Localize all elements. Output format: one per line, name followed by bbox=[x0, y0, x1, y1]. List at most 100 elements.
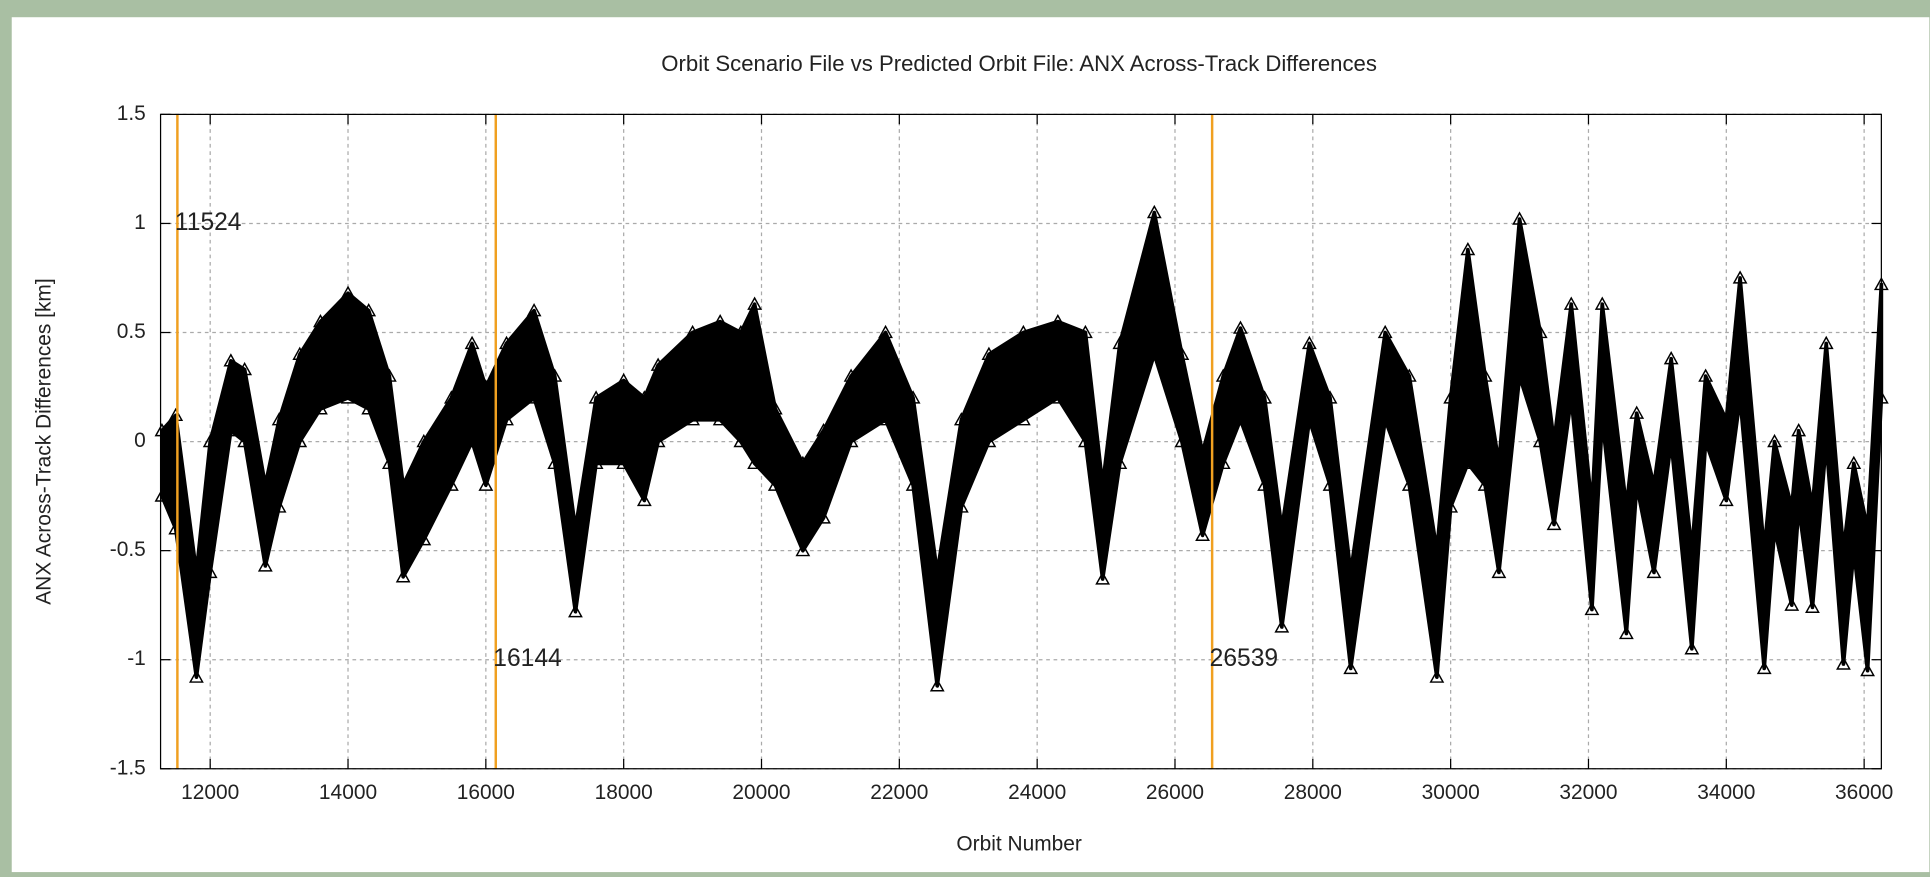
x-tick-label: 32000 bbox=[1559, 781, 1617, 804]
x-tick-label: 14000 bbox=[319, 781, 377, 804]
x-tick-label: 20000 bbox=[732, 781, 790, 804]
triangle-marker bbox=[1512, 211, 1527, 225]
triangle-marker bbox=[795, 455, 811, 470]
triangle-marker bbox=[154, 422, 170, 437]
triangle-marker bbox=[168, 407, 184, 422]
triangle-marker bbox=[1732, 390, 1748, 404]
triangle-marker bbox=[237, 361, 253, 376]
triangle-marker bbox=[616, 455, 632, 470]
triangle-marker bbox=[616, 372, 632, 387]
triangle-marker bbox=[1146, 346, 1162, 360]
triangle-marker bbox=[464, 335, 480, 350]
triangle-marker bbox=[767, 477, 783, 491]
triangle-marker bbox=[223, 422, 239, 437]
triangle-marker bbox=[878, 412, 893, 426]
triangle-marker bbox=[478, 379, 494, 393]
chart-title: Orbit Scenario File vs Predicted Orbit F… bbox=[661, 51, 1377, 76]
triangle-marker bbox=[843, 433, 859, 448]
triangle-marker bbox=[1174, 433, 1190, 448]
triangle-marker bbox=[1767, 521, 1782, 535]
x-tick-label: 28000 bbox=[1284, 781, 1342, 804]
triangle-marker bbox=[478, 477, 494, 491]
triangle-marker bbox=[464, 433, 480, 448]
triangle-marker bbox=[650, 433, 666, 448]
triangle-marker bbox=[381, 368, 397, 382]
triangle-marker bbox=[1663, 351, 1679, 365]
triangle-marker bbox=[747, 296, 763, 310]
triangle-marker bbox=[905, 477, 921, 491]
triangle-marker bbox=[636, 492, 652, 507]
triangle-marker bbox=[1532, 433, 1548, 448]
triangle-marker bbox=[168, 521, 184, 535]
triangle-marker bbox=[292, 433, 308, 448]
triangle-marker bbox=[1791, 499, 1807, 513]
triangle-marker bbox=[1584, 499, 1600, 513]
triangle-marker bbox=[929, 678, 945, 692]
triangle-marker bbox=[816, 510, 831, 524]
triangle-marker bbox=[526, 390, 542, 404]
triangle-marker bbox=[154, 488, 170, 502]
triangle-marker bbox=[650, 357, 666, 371]
triangle-marker bbox=[1805, 599, 1820, 614]
triangle-marker bbox=[361, 303, 377, 317]
triangle-marker bbox=[929, 564, 945, 579]
triangle-marker bbox=[1274, 619, 1290, 633]
x-axis-label: Orbit Number bbox=[956, 833, 1082, 856]
triangle-marker bbox=[1274, 521, 1290, 535]
triangle-marker bbox=[685, 324, 700, 339]
triangle-marker bbox=[712, 313, 728, 328]
triangle-marker bbox=[1301, 335, 1317, 350]
triangle-marker bbox=[568, 521, 583, 535]
y-tick-label: -1.5 bbox=[110, 756, 146, 779]
triangle-marker bbox=[1443, 390, 1459, 404]
marker-label: 11524 bbox=[175, 209, 242, 236]
triangle-marker bbox=[1563, 390, 1579, 404]
triangle-marker bbox=[340, 285, 356, 299]
triangle-marker bbox=[588, 390, 604, 404]
triangle-marker bbox=[223, 353, 239, 367]
triangle-marker bbox=[1343, 564, 1359, 579]
triangle-marker bbox=[361, 401, 377, 415]
triangle-marker bbox=[733, 433, 749, 448]
triangle-marker bbox=[1377, 324, 1393, 339]
y-tick-label: 0.5 bbox=[117, 320, 146, 343]
triangle-marker bbox=[1195, 527, 1210, 542]
triangle-marker bbox=[1818, 433, 1834, 448]
triangle-marker bbox=[843, 368, 859, 382]
triangle-marker bbox=[202, 433, 218, 448]
triangle-marker bbox=[1095, 571, 1111, 585]
triangle-marker bbox=[1718, 412, 1734, 426]
triangle-marker bbox=[816, 422, 831, 437]
triangle-marker bbox=[257, 477, 273, 491]
triangle-marker bbox=[1860, 662, 1875, 677]
triangle-marker bbox=[1429, 669, 1445, 683]
triangle-marker bbox=[313, 401, 328, 415]
x-tick-label: 18000 bbox=[595, 781, 653, 804]
triangle-marker bbox=[733, 324, 749, 339]
triangle-marker bbox=[340, 390, 356, 404]
y-tick-label: -0.5 bbox=[110, 538, 146, 561]
triangle-marker bbox=[395, 569, 411, 583]
plot-frame bbox=[159, 113, 1882, 770]
triangle-marker bbox=[1684, 641, 1700, 655]
triangle-marker bbox=[1836, 656, 1851, 670]
triangle-marker bbox=[1732, 270, 1748, 284]
triangle-marker bbox=[237, 433, 253, 448]
triangle-marker bbox=[905, 390, 921, 404]
triangle-marker bbox=[1322, 477, 1338, 491]
triangle-marker bbox=[1322, 390, 1338, 404]
triangle-marker bbox=[1460, 455, 1476, 470]
triangle-marker bbox=[271, 499, 287, 513]
triangle-marker bbox=[271, 412, 287, 426]
triangle-marker bbox=[381, 455, 397, 470]
triangle-marker bbox=[1684, 542, 1700, 557]
triangle-marker bbox=[313, 313, 328, 328]
triangle-marker bbox=[1805, 499, 1820, 513]
triangle-marker bbox=[1050, 390, 1066, 404]
triangle-marker bbox=[1343, 660, 1359, 675]
triangle-marker bbox=[1215, 368, 1231, 382]
triangle-marker bbox=[1860, 521, 1875, 535]
triangle-marker bbox=[1629, 405, 1645, 419]
triangle-marker bbox=[416, 433, 432, 448]
